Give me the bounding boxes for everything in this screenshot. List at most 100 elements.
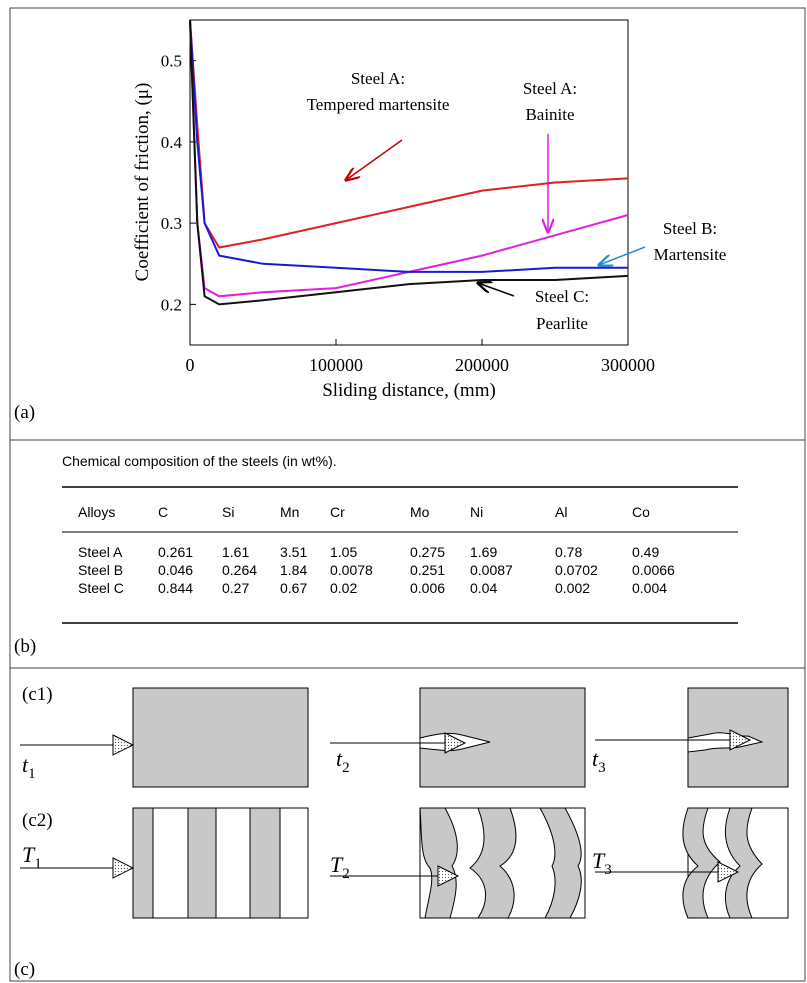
stage-subscript: 2	[342, 760, 350, 776]
indenter	[444, 732, 467, 754]
stage-symbol: t	[592, 746, 599, 771]
stripe	[724, 807, 763, 919]
table-cell: 0.844	[158, 580, 193, 596]
table-cell: 0.275	[410, 544, 445, 560]
panel-frame	[9, 439, 806, 669]
table-cell: 0.0066	[632, 562, 675, 578]
stage-symbol: t	[336, 746, 343, 771]
table-cell: Steel C	[78, 580, 124, 596]
table-cell: 0.0702	[555, 562, 598, 578]
table-cell: 3.51	[280, 544, 307, 560]
table-cell: 0.67	[280, 580, 307, 596]
indenter	[112, 857, 135, 879]
row-label: (c2)	[22, 810, 53, 831]
stage-symbol: T	[592, 848, 606, 873]
annotation: Tempered martensite	[307, 95, 450, 114]
table-header: Mn	[280, 504, 299, 520]
table-header: Cr	[330, 504, 345, 520]
stage-subscript: 2	[342, 866, 350, 882]
table-cell: 0.27	[222, 580, 249, 596]
annotation-arrow	[346, 139, 403, 180]
series-line	[189, 19, 628, 273]
stripe	[682, 807, 721, 919]
stage-label: T3	[592, 848, 612, 878]
indenter	[717, 861, 740, 883]
annotation: Steel B:	[663, 219, 717, 238]
table-caption: Chemical composition of the steels (in w…	[62, 453, 337, 469]
plot-frame	[189, 19, 629, 346]
indenter	[729, 729, 752, 751]
stripe	[132, 807, 154, 919]
table-cell: 0.78	[555, 544, 582, 560]
y-tick-label: 0.3	[161, 214, 182, 233]
table-cell: 1.69	[470, 544, 497, 560]
stage-symbol: t	[22, 752, 29, 777]
series-line	[189, 19, 629, 298]
table-cell: 0.49	[632, 544, 659, 560]
stripe	[469, 807, 517, 919]
stage-label: t3	[592, 746, 606, 776]
y-axis-label: Coefficient of friction, (μ)	[132, 83, 153, 282]
indenter	[437, 865, 460, 887]
diagram: (c1) (c2) (c)	[14, 684, 789, 980]
panel-label: (b)	[14, 636, 36, 657]
stage-subscript: 1	[28, 766, 36, 782]
series-line	[189, 19, 629, 249]
table-header: Alloys	[78, 504, 115, 520]
stripe	[419, 807, 458, 919]
row-label: (c1)	[22, 684, 53, 705]
series-line	[189, 19, 629, 306]
x-tick-label: 0	[186, 355, 195, 375]
block	[419, 687, 586, 788]
stripe	[539, 807, 582, 919]
x-tick-label: 300000	[601, 355, 655, 375]
table-cell: 0.006	[410, 580, 445, 596]
x-axis-label: Sliding distance, (mm)	[322, 380, 496, 401]
annotation-arrow	[478, 283, 515, 297]
panel-label: (a)	[14, 402, 35, 423]
panel-frame	[9, 667, 806, 982]
stripe	[249, 807, 281, 919]
block	[132, 807, 309, 919]
stage-symbol: T	[330, 852, 344, 877]
annotation: Pearlite	[536, 314, 588, 333]
table-cell: 0.0078	[330, 562, 373, 578]
table-cell: 0.0087	[470, 562, 513, 578]
stage-subscript: 1	[34, 856, 42, 872]
table-cell: 0.02	[330, 580, 357, 596]
table-cell: Steel A	[78, 544, 123, 560]
table-cell: 0.251	[410, 562, 445, 578]
stage-label: T1	[22, 842, 42, 872]
table-cell: Steel B	[78, 562, 123, 578]
stripe	[187, 807, 217, 919]
table-cell: 0.264	[222, 562, 257, 578]
table-header: Si	[222, 504, 234, 520]
table-cell: 0.046	[158, 562, 193, 578]
annotation: Steel A:	[351, 69, 405, 88]
indenter	[112, 734, 135, 756]
table-cell: 0.004	[632, 580, 667, 596]
stage-label: t1	[22, 752, 36, 782]
table-cell: 1.84	[280, 562, 307, 578]
x-tick-label: 100000	[309, 355, 363, 375]
table-cell: 0.261	[158, 544, 193, 560]
table: Chemical composition of the steels (in w…	[62, 453, 738, 624]
annotation-arrow	[599, 246, 646, 265]
stage-label: t2	[336, 746, 350, 776]
annotation: Steel C:	[535, 287, 589, 306]
stage-label: T2	[330, 852, 350, 882]
annotation: Martensite	[654, 245, 727, 264]
x-tick-label: 200000	[455, 355, 509, 375]
table-header: Mo	[410, 504, 430, 520]
y-tick-label: 0.2	[161, 295, 182, 314]
table-cell: 1.61	[222, 544, 249, 560]
table-cell: 0.04	[470, 580, 497, 596]
stage-symbol: T	[22, 842, 36, 867]
table-header: Al	[555, 504, 567, 520]
stage-subscript: 3	[598, 760, 606, 776]
table-header: Co	[632, 504, 650, 520]
table-header: C	[158, 504, 168, 520]
table-header: Ni	[470, 504, 483, 520]
stage-subscript: 3	[604, 862, 612, 878]
